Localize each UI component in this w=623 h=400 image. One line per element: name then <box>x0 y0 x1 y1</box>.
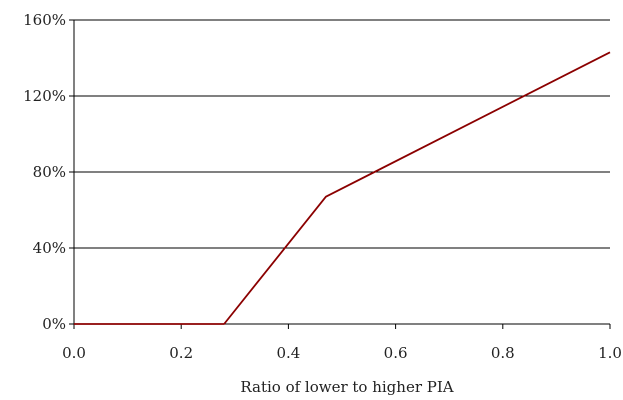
x-axis-title: Ratio of lower to higher PIA <box>240 378 453 396</box>
y-tick-label-4: 160% <box>23 11 66 29</box>
x-tick-label-3: 0.6 <box>384 344 408 362</box>
y-tick-label-0: 0% <box>42 315 66 333</box>
x-tick-label-0: 0.0 <box>62 344 86 362</box>
y-tick-label-1: 40% <box>33 239 66 257</box>
tick-labels: 0% 40% 80% 120% 160% 0.0 0.2 0.4 0.6 0.8 1.0 <box>23 11 622 362</box>
y-tick-label-3: 120% <box>23 87 66 105</box>
y-tick-label-2: 80% <box>33 163 66 181</box>
x-tick-label-2: 0.4 <box>276 344 300 362</box>
series <box>74 51 611 325</box>
series-line-0 <box>74 51 611 325</box>
x-tick-label-4: 0.8 <box>491 344 515 362</box>
axes <box>69 19 611 329</box>
x-tick-label-5: 1.0 <box>598 344 622 362</box>
x-tick-label-1: 0.2 <box>169 344 193 362</box>
gridlines <box>74 19 610 249</box>
